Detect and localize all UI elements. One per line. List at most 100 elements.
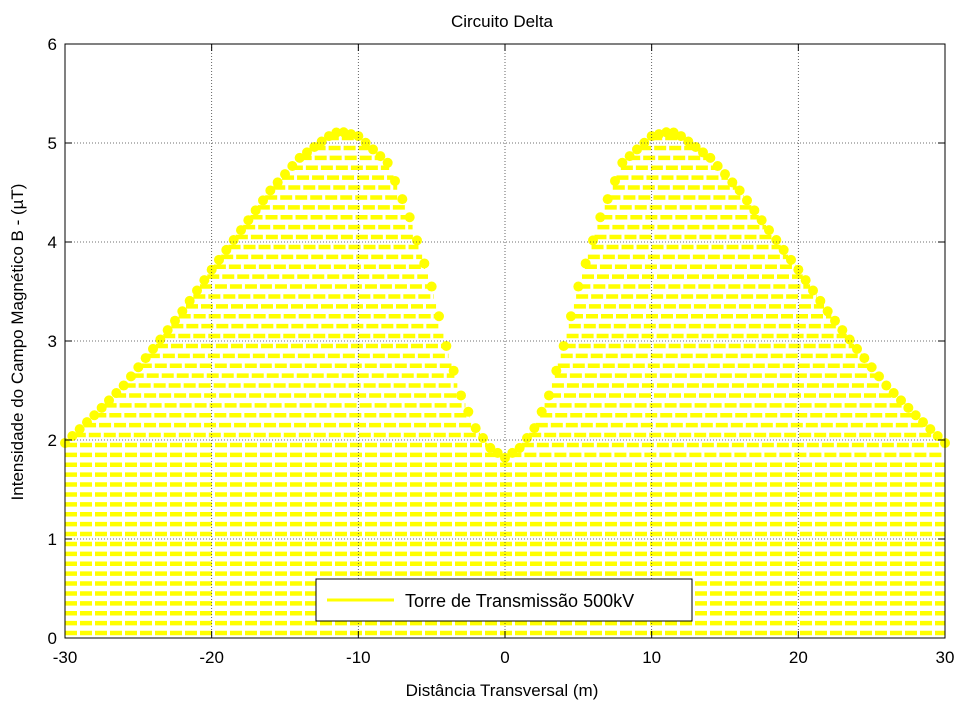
data-point [331, 127, 342, 138]
x-tick-label: -30 [53, 648, 78, 667]
legend: Torre de Transmissão 500kV [315, 578, 693, 622]
data-point [390, 175, 400, 186]
data-point [148, 343, 158, 354]
data-point [316, 136, 327, 147]
x-tick-label: 30 [936, 648, 955, 667]
data-point [800, 275, 811, 286]
chart-title: Circuito Delta [451, 12, 554, 31]
data-point [96, 402, 107, 413]
x-tick-label: -20 [199, 648, 224, 667]
y-tick-label: 3 [48, 332, 57, 351]
data-point [500, 452, 510, 463]
data-point [280, 169, 290, 180]
data-point [485, 442, 496, 453]
data-point [544, 390, 554, 401]
data-point [588, 235, 598, 246]
y-tick-label: 5 [48, 134, 57, 153]
data-point [265, 185, 276, 196]
data-point [727, 177, 738, 188]
data-point [822, 306, 833, 317]
data-point [74, 424, 85, 435]
data-point [368, 144, 378, 155]
data-point [896, 395, 906, 406]
data-point [925, 424, 936, 435]
data-point [918, 417, 928, 428]
data-point [771, 235, 782, 246]
data-point [419, 258, 430, 269]
data-point [888, 387, 899, 398]
data-point [595, 212, 606, 223]
data-point [492, 447, 503, 458]
data-point [837, 325, 848, 336]
data-point [698, 147, 708, 158]
data-point [764, 225, 774, 236]
data-point [170, 315, 180, 326]
data-point [624, 151, 635, 162]
data-point [353, 131, 364, 142]
data-point [162, 325, 173, 336]
data-point [309, 141, 320, 152]
y-axis-label: Intensidade do Campo Magnético B - (µT) [8, 184, 27, 501]
data-point [551, 365, 562, 376]
grid-lines [65, 44, 945, 638]
axes [64, 43, 946, 639]
data-point [463, 406, 474, 417]
data-point [397, 194, 408, 205]
data-point [294, 152, 305, 163]
x-tick-label: -10 [346, 648, 371, 667]
y-tick-label: 0 [48, 629, 57, 648]
data-point [133, 362, 144, 373]
data-point [221, 244, 232, 255]
data-point [140, 353, 151, 364]
x-tick-label: 20 [789, 648, 808, 667]
data-point [192, 285, 202, 296]
data-point [632, 144, 642, 155]
data-point [456, 390, 466, 401]
data-point [705, 152, 716, 163]
data-point [690, 141, 701, 152]
data-point [67, 431, 78, 442]
data-point [118, 380, 129, 391]
data-point [478, 433, 488, 444]
data-point [236, 225, 246, 236]
data-point [566, 311, 576, 322]
data-point [844, 334, 855, 345]
data-point [434, 311, 444, 322]
data-point [426, 281, 437, 292]
data-point [536, 406, 547, 417]
tick-labels: -30 -20 -10 0 10 20 30 0 1 2 3 4 5 6 [48, 35, 955, 667]
data-point [910, 410, 921, 421]
y-tick-label: 6 [48, 35, 57, 54]
data-point [441, 340, 452, 351]
data-point [749, 205, 760, 216]
data-point [258, 195, 268, 206]
x-tick-label: 0 [500, 648, 509, 667]
y-tick-label: 2 [48, 431, 57, 450]
data-point [558, 340, 569, 351]
data-point [287, 161, 298, 172]
x-axis-label: Distância Transversal (m) [406, 681, 599, 700]
data-point [522, 433, 532, 444]
data-point [507, 447, 518, 458]
data-point [82, 417, 92, 428]
data-point [184, 295, 195, 306]
data-point [932, 431, 943, 442]
data-point [859, 353, 870, 364]
data-point [830, 315, 840, 326]
data-point [404, 212, 415, 223]
series-markers [60, 127, 950, 463]
data-point [250, 205, 261, 216]
data-point [881, 380, 892, 391]
data-point [155, 334, 166, 345]
data-point [514, 442, 525, 453]
data-point [610, 175, 620, 186]
data-point [676, 131, 686, 142]
data-point [243, 215, 254, 226]
data-point [89, 410, 100, 421]
data-point [573, 281, 584, 292]
data-point [734, 185, 745, 196]
data-point [903, 402, 914, 413]
data-point [742, 195, 752, 206]
data-point [470, 423, 481, 434]
